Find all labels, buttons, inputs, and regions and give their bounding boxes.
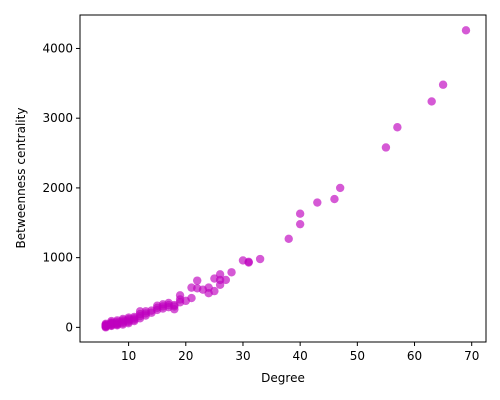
data-point (221, 275, 231, 285)
y-tick-label: 0 (65, 320, 73, 334)
x-axis-label: Degree (261, 371, 305, 385)
y-tick-label: 2000 (42, 181, 73, 195)
x-tick-label: 50 (350, 349, 365, 363)
data-point (255, 254, 265, 264)
y-tick-label: 1000 (42, 251, 73, 265)
plot-area (79, 14, 487, 343)
data-point (227, 268, 236, 277)
x-tick-label: 70 (464, 349, 479, 363)
data-point (215, 270, 225, 279)
data-point (393, 123, 402, 132)
data-point (438, 80, 448, 89)
data-point (313, 198, 322, 207)
data-point (427, 97, 436, 106)
data-point (330, 194, 339, 204)
y-axis-label: Betweenness centrality (14, 108, 28, 249)
x-tick-label: 10 (121, 349, 136, 363)
x-tick-label: 20 (178, 349, 193, 363)
y-tick-label: 3000 (42, 111, 73, 125)
data-point (244, 258, 253, 267)
data-point (295, 209, 305, 218)
y-axis-ticks: 0 1000 2000 3000 4000 (42, 41, 80, 334)
data-point (381, 143, 391, 152)
data-point (284, 234, 293, 244)
x-axis-ticks: 10 20 30 40 50 60 70 (121, 342, 479, 363)
data-point (210, 286, 219, 296)
x-tick-label: 30 (235, 349, 250, 363)
data-point (335, 183, 345, 193)
x-tick-label: 40 (293, 349, 308, 363)
data-points (101, 26, 471, 332)
data-point (193, 276, 202, 285)
y-tick-label: 4000 (42, 41, 73, 55)
data-point (295, 219, 305, 229)
data-point (175, 291, 185, 300)
x-tick-label: 60 (407, 349, 422, 363)
data-point (187, 293, 196, 303)
data-point (461, 26, 471, 35)
